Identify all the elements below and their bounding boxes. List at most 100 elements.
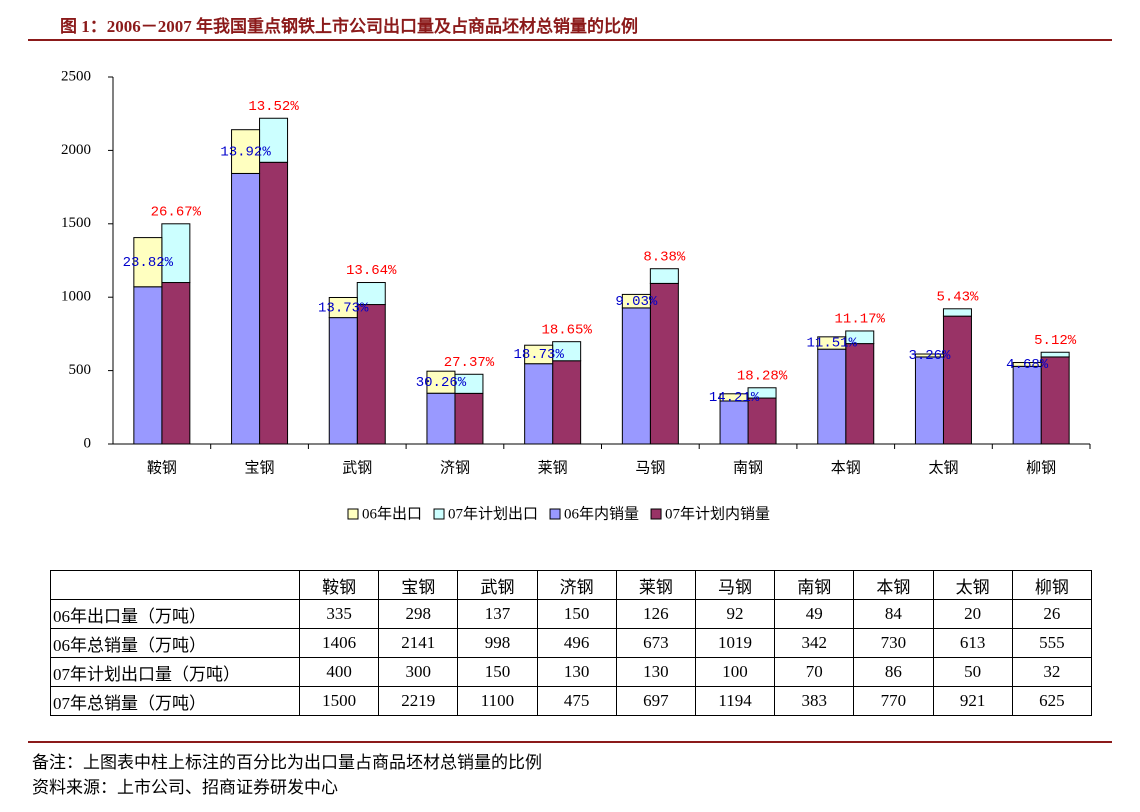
bar-segment — [1040, 351, 1070, 358]
bar-segment — [524, 344, 554, 365]
table-cell: 1406 — [298, 628, 380, 658]
bar-segment — [649, 282, 679, 445]
x-tick-label: 宝钢 — [245, 459, 275, 476]
bar-segment — [356, 304, 386, 445]
x-tick-label: 南钢 — [733, 459, 763, 476]
table-row: 07年总销量（万吨） 1500 2219 1100 475 697 1194 383 770 92… — [50, 686, 1093, 716]
table-row: 07年计划出口量（万吨） 400 300 150 130 130 100 70 86 50 32 — [50, 657, 1093, 687]
table-cell: 50 — [932, 657, 1013, 687]
chart-title: 图 1：2006－2007 年我国重点钢铁上市公司出口量及占商品坯材总销量的比例 — [60, 17, 638, 36]
y-tick-label: 2500 — [61, 68, 91, 84]
y-tick-label: 1500 — [61, 215, 91, 231]
bar-segment — [817, 348, 847, 445]
bar-segment — [259, 117, 289, 163]
table-cell: 49 — [774, 599, 855, 629]
legend-label: 07年计划出口 — [448, 505, 538, 522]
y-tick-label: 0 — [84, 435, 92, 451]
bar-segment — [356, 282, 386, 306]
table-cell: 770 — [853, 686, 934, 716]
note: 备注：上图表中柱上标注的百分比为出口量占商品坯材总销量的比例 — [32, 753, 542, 772]
rule — [28, 741, 1112, 743]
bar-segment — [133, 237, 163, 288]
table-header: 太钢 — [932, 570, 1013, 600]
x-tick-label: 本钢 — [831, 459, 861, 476]
table-header: 莱钢 — [615, 570, 696, 600]
bar-segment — [133, 286, 163, 445]
pct-label: 9.03% — [615, 294, 658, 310]
bar-segment — [747, 397, 777, 445]
pct-label: 13.92% — [220, 144, 271, 160]
table-cell: 32 — [1011, 657, 1093, 687]
bar-segment — [328, 317, 358, 445]
bar-segment — [1012, 365, 1042, 445]
table-cell: 383 — [774, 686, 855, 716]
x-tick-label: 柳钢 — [1026, 459, 1056, 476]
bar-segment — [426, 392, 456, 445]
bar-segment — [328, 296, 358, 319]
table-header: 济钢 — [536, 570, 617, 600]
x-tick-label: 马钢 — [635, 459, 665, 476]
legend-label: 06年出口 — [362, 505, 422, 522]
table-cell: 07年总销量（万吨） — [50, 686, 300, 716]
table-cell: 335 — [298, 599, 380, 629]
table-row: 06年出口量（万吨） 335 298 137 150 126 92 49 84 20 26 — [50, 599, 1093, 629]
table-cell: 496 — [536, 628, 617, 658]
table-cell: 730 — [853, 628, 934, 658]
bar-segment — [454, 392, 484, 445]
pct-label: 27.37% — [444, 355, 495, 371]
table-cell: 70 — [774, 657, 855, 687]
table-cell: 1194 — [694, 686, 776, 716]
bar-segment — [845, 343, 875, 445]
bar-segment — [231, 129, 261, 174]
y-tick-label: 1000 — [61, 289, 91, 305]
pct-label: 18.65% — [541, 322, 592, 338]
x-tick-label: 武钢 — [342, 459, 372, 476]
table-header: 马钢 — [694, 570, 776, 600]
table-cell: 150 — [457, 657, 538, 687]
chart: 0 500 1000 1500 2000 2500 鞍钢 23.82% 26.67% 宝钢 13.9… — [61, 68, 1091, 522]
bar-segment — [524, 363, 554, 445]
table-cell: 100 — [694, 657, 776, 687]
table-cell: 673 — [615, 628, 696, 658]
bar-segment — [914, 353, 944, 358]
bar-segment — [747, 387, 777, 399]
pct-label: 3.26% — [908, 348, 951, 364]
table-cell: 84 — [853, 599, 934, 629]
pct-label: 4.68% — [1006, 357, 1049, 373]
table-cell: 2219 — [378, 686, 459, 716]
legend-swatch — [549, 508, 561, 520]
table-cell: 126 — [615, 599, 696, 629]
table-header: 武钢 — [457, 570, 538, 600]
table-cell: 697 — [615, 686, 696, 716]
table-cell: 400 — [298, 657, 380, 687]
pct-label: 8.38% — [643, 249, 686, 265]
pct-label: 13.52% — [248, 99, 299, 115]
bar-segment — [426, 370, 456, 394]
pct-label: 13.73% — [318, 300, 369, 316]
legend-swatch — [347, 508, 359, 520]
pct-label: 11.17% — [835, 312, 886, 328]
pct-label: 11.51% — [807, 336, 858, 352]
bar-segment — [719, 400, 749, 445]
bar-segment — [621, 293, 651, 309]
bar-segment — [914, 356, 944, 445]
bar-segment — [161, 223, 191, 284]
bar-segment — [817, 336, 847, 350]
table-cell: 86 — [853, 657, 934, 687]
table-cell: 1019 — [694, 628, 776, 658]
pct-label: 30.26% — [416, 375, 467, 391]
bar-segment — [942, 315, 972, 445]
table-cell: 998 — [457, 628, 538, 658]
table-cell: 625 — [1011, 686, 1093, 716]
table-row: 06年总销量（万吨） 1406 2141 998 496 673 1019 342 730 613… — [50, 628, 1093, 658]
pct-label: 5.43% — [936, 290, 979, 306]
pct-label: 5.12% — [1034, 333, 1077, 349]
table-cell: 921 — [932, 686, 1013, 716]
bar-segment — [1012, 362, 1042, 367]
table-cell: 130 — [615, 657, 696, 687]
table-cell: 06年总销量（万吨） — [50, 628, 300, 658]
y-tick-label: 500 — [69, 362, 92, 378]
table-cell: 150 — [536, 599, 617, 629]
bar-segment — [552, 360, 582, 445]
